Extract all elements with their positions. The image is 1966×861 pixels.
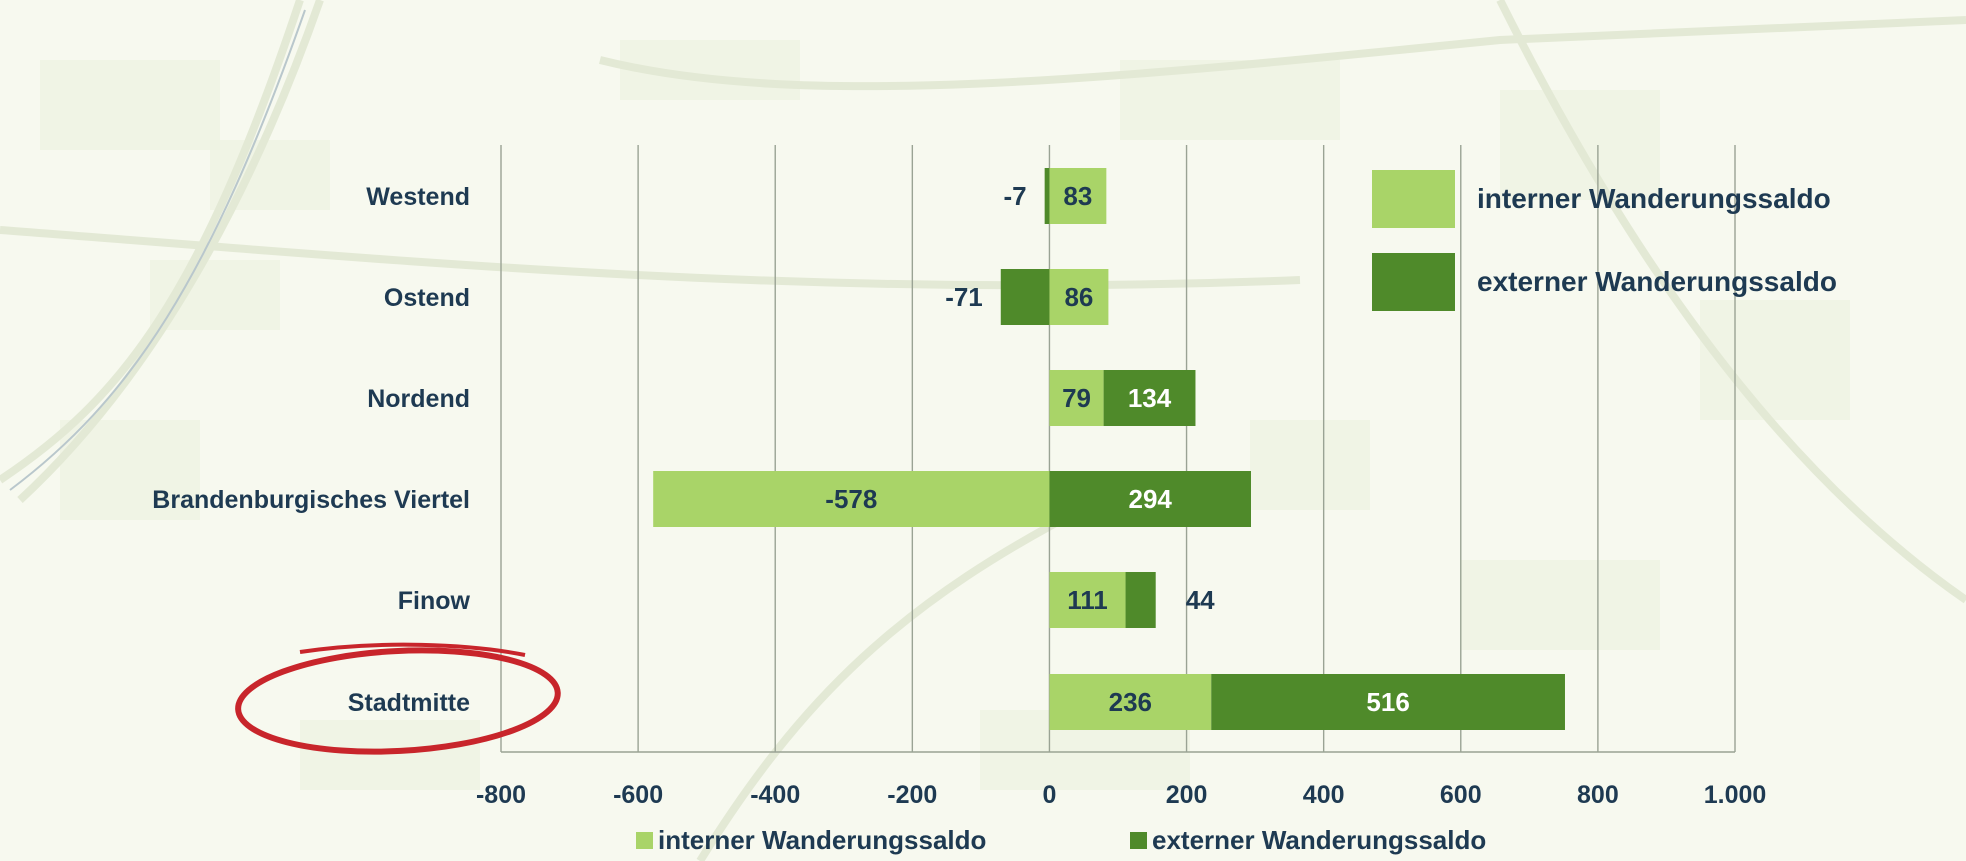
x-tick-label: -400 (750, 781, 800, 809)
category-label: Brandenburgisches Viertel (152, 486, 470, 514)
legend-label-bottom: interner Wanderungssaldo (658, 825, 986, 855)
bar-interner-5 (1049, 572, 1126, 628)
map-block (300, 720, 480, 790)
value-label-externer: 516 (1366, 687, 1409, 717)
value-label-interner: -578 (825, 484, 877, 514)
x-tick-label: -200 (887, 781, 937, 809)
category-label: Stadtmitte (348, 689, 470, 717)
legend: interner Wanderungssaldo externer Wanderu… (636, 170, 1837, 855)
labels: Westend 83 -7 Ostend 86 -71 Nordend 79 134 Brande… (152, 181, 1766, 809)
value-label-interner: 111 (1067, 585, 1108, 615)
legend-label-bottom: externer Wanderungssaldo (1152, 825, 1486, 855)
map-block (40, 60, 220, 150)
x-tick-label: 0 (1042, 781, 1056, 809)
bar-interner-4 (653, 471, 1050, 527)
category-label: Westend (366, 183, 470, 211)
map-road (17, 0, 324, 503)
value-label-externer: 134 (1128, 383, 1172, 413)
x-tick-label: -800 (476, 781, 526, 809)
legend-swatch-bottom (1130, 832, 1147, 849)
legend-swatch (1372, 253, 1455, 311)
bar-externer-5 (1125, 572, 1156, 628)
map-road (0, 0, 304, 484)
map-block (1460, 560, 1660, 650)
map-road (696, 496, 1102, 861)
legend-label: interner Wanderungssaldo (1477, 183, 1831, 214)
x-tick-label: 400 (1303, 781, 1345, 809)
legend-swatch (1372, 170, 1455, 228)
value-label-interner: 79 (1062, 383, 1091, 413)
value-label-externer: 294 (1129, 484, 1173, 514)
category-label: Finow (398, 587, 471, 615)
category-label: Nordend (367, 385, 470, 413)
legend-swatch-bottom (636, 832, 653, 849)
legend-label: externer Wanderungssaldo (1477, 266, 1837, 297)
value-label-interner: 86 (1064, 282, 1093, 312)
map-rail (9, 9, 306, 491)
bar-interner-3 (1049, 370, 1104, 426)
bar-externer-4 (1049, 471, 1251, 527)
bars (653, 168, 1565, 730)
value-label-externer: -7 (1004, 181, 1027, 211)
x-tick-label: 200 (1166, 781, 1208, 809)
highlight-stroke (299, 642, 526, 657)
category-label: Ostend (384, 284, 470, 312)
bar-externer-1 (1044, 168, 1050, 224)
map-block (1250, 420, 1370, 510)
map-road (599, 16, 1966, 91)
x-tick-label: 1.000 (1704, 781, 1767, 809)
x-tick-label: 600 (1440, 781, 1482, 809)
bar-interner-6 (1049, 674, 1212, 730)
value-label-externer: 44 (1186, 585, 1215, 615)
map-road (1496, 0, 1966, 604)
bar-interner-1 (1049, 168, 1107, 224)
x-tick-label: 800 (1577, 781, 1619, 809)
value-label-interner: 236 (1109, 687, 1152, 717)
bar-externer-6 (1211, 674, 1565, 730)
x-tick-label: -600 (613, 781, 663, 809)
bar-externer-2 (1000, 269, 1050, 325)
bar-interner-2 (1049, 269, 1109, 325)
bar-externer-3 (1103, 370, 1196, 426)
value-label-interner: 83 (1063, 181, 1092, 211)
value-label-externer: -71 (945, 282, 983, 312)
highlight-circle (235, 647, 561, 755)
